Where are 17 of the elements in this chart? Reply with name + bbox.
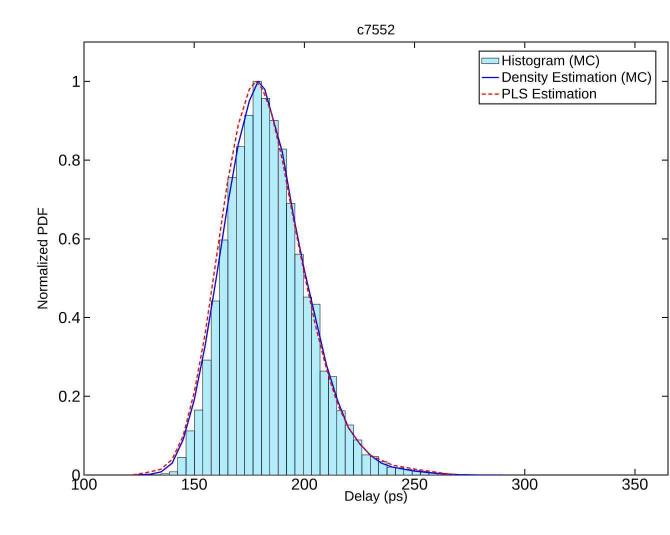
x-tick-label: 100 bbox=[72, 478, 97, 490]
x-tick-label: 250 bbox=[402, 478, 428, 490]
x-tick-label: 150 bbox=[182, 478, 207, 490]
legend-label: PLS Estimation bbox=[502, 88, 596, 99]
y-tick-label: 1 bbox=[72, 76, 80, 87]
x-tick-label: 350 bbox=[622, 478, 648, 490]
x-axis-title: Delay (ps) bbox=[345, 490, 407, 504]
y-axis-title: Normalized PDF bbox=[37, 208, 48, 309]
y-tick-label: 0.2 bbox=[58, 390, 80, 402]
chart-title: c7552 bbox=[358, 24, 394, 35]
x-tick-label: 300 bbox=[512, 478, 538, 490]
legend-label: Density Estimation (MC) bbox=[502, 72, 651, 85]
legend-label: Histogram (MC) bbox=[502, 55, 600, 68]
x-tick-label: 200 bbox=[292, 478, 318, 490]
y-tick-label: 0.4 bbox=[58, 312, 80, 324]
y-tick-label: 0.6 bbox=[58, 233, 80, 244]
y-tick-label: 0.8 bbox=[58, 154, 80, 166]
